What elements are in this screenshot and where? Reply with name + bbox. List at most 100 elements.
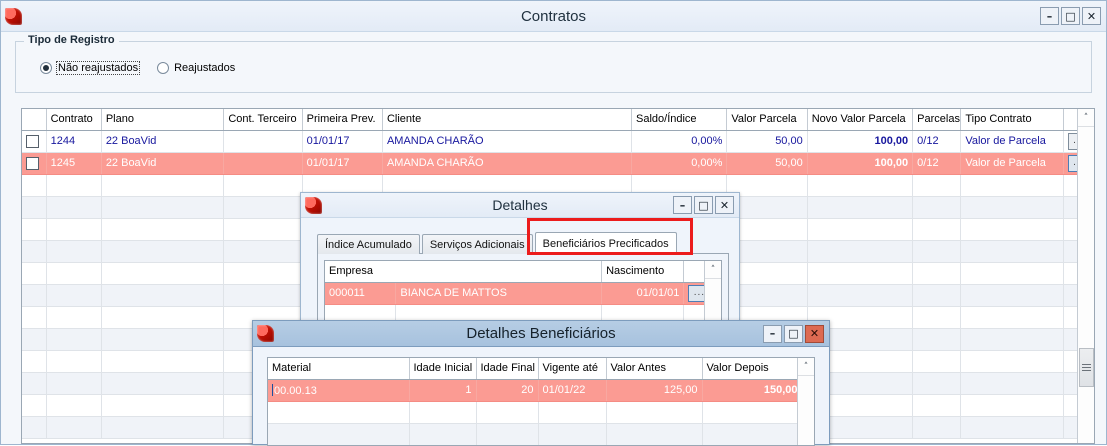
table-row-empty[interactable] xyxy=(268,401,814,424)
cell-empresa-codigo: 000011 xyxy=(325,282,397,305)
radio-label: Reajustados xyxy=(174,62,236,74)
minimize-button[interactable]: – xyxy=(673,196,692,214)
tab-indice-acumulado[interactable]: Índice Acumulado xyxy=(317,234,420,254)
table-header-row: Contrato Plano Cont. Terceiro Primeira P… xyxy=(22,109,1094,131)
maximize-button[interactable]: □ xyxy=(784,324,803,343)
cell-plano: 22 BoaVid xyxy=(101,152,225,175)
col-plano[interactable]: Plano xyxy=(101,109,225,131)
cell-contrato: 1245 xyxy=(46,152,102,175)
table-header-row: Material Idade Inicial Idade Final Vigen… xyxy=(268,358,814,380)
col-valor-antes[interactable]: Valor Antes xyxy=(606,358,703,380)
col-idade-inicial[interactable]: Idade Inicial xyxy=(409,358,477,380)
col-cliente[interactable]: Cliente xyxy=(382,109,633,131)
cell-valor-parcela: 50,00 xyxy=(726,152,808,175)
maximize-button[interactable]: □ xyxy=(694,196,713,214)
table-row[interactable]: 1244 22 BoaVid 01/01/17 AMANDA CHARÃO 0,… xyxy=(22,130,1094,153)
cell-plano: 22 BoaVid xyxy=(101,130,225,153)
col-valor-depois[interactable]: Valor Depois xyxy=(702,358,803,380)
text-cursor-icon xyxy=(272,383,273,396)
close-button[interactable]: ✕ xyxy=(1082,7,1101,25)
close-button[interactable]: ✕ xyxy=(715,196,734,214)
detalhes-beneficiarios-title: Detalhes Beneficiários xyxy=(466,325,616,342)
close-button[interactable]: ✕ xyxy=(805,324,824,343)
materiais-table-body: 00.00.13 1 20 01/01/22 125,00 150,00 xyxy=(268,379,814,445)
vertical-scrollbar[interactable]: ˄ xyxy=(1077,109,1094,443)
table-row-empty[interactable] xyxy=(22,174,1094,197)
cell-parcelas: 0/12 xyxy=(912,130,962,153)
vertical-scrollbar[interactable]: ˄ xyxy=(797,358,814,445)
cell-novo-valor-parcela: 100,00 xyxy=(807,130,914,153)
scroll-up-arrow-icon[interactable]: ˄ xyxy=(705,261,721,279)
cell-material[interactable]: 00.00.13 xyxy=(268,379,410,402)
detalhes-beneficiarios-window-controls: – □ ✕ xyxy=(763,324,829,343)
radio-label: Não reajustados xyxy=(55,61,141,75)
col-parcelas[interactable]: Parcelas xyxy=(912,109,962,131)
detalhes-beneficiarios-body: Material Idade Inicial Idade Final Vigen… xyxy=(253,347,829,446)
cell-valor-depois: 150,00 xyxy=(702,379,803,402)
cell-vigente-ate: 01/01/22 xyxy=(538,379,607,402)
cell-cont-terceiro xyxy=(223,152,303,175)
cell-novo-valor-parcela: 100,00 xyxy=(807,152,914,175)
row-checkbox-cell[interactable] xyxy=(22,130,47,153)
radio-dot-icon xyxy=(40,62,52,74)
main-titlebar: Contratos – □ ✕ xyxy=(1,1,1106,32)
detalhes-tabstrip: Índice Acumulado Serviços Adicionais Ben… xyxy=(317,232,729,254)
cell-valor-parcela: 50,00 xyxy=(726,130,808,153)
detalhes-beneficiarios-dialog: Detalhes Beneficiários – □ ✕ Material Id… xyxy=(252,320,830,446)
col-tipo-contrato[interactable]: Tipo Contrato xyxy=(960,109,1064,131)
minimize-button[interactable]: – xyxy=(763,324,782,343)
tab-servicos-adicionais[interactable]: Serviços Adicionais xyxy=(421,234,533,254)
radio-dot-icon xyxy=(157,62,170,74)
cell-empresa-nome: BIANCA DE MATTOS xyxy=(395,282,603,305)
page-title: Contratos xyxy=(520,7,587,25)
col-cont-terceiro[interactable]: Cont. Terceiro xyxy=(223,109,303,131)
scrollbar-thumb[interactable] xyxy=(1079,348,1094,387)
scrollbar-grip-icon xyxy=(1082,362,1091,373)
tab-beneficiarios-precificados[interactable]: Beneficiários Precificados xyxy=(534,232,677,254)
col-idade-final[interactable]: Idade Final xyxy=(476,358,539,380)
cell-primeira-prev: 01/01/17 xyxy=(302,130,383,153)
tipo-de-registro-groupbox: Tipo de Registro Não reajustados Reajust… xyxy=(15,34,1092,93)
col-novo-valor-parcela[interactable]: Novo Valor Parcela xyxy=(807,109,914,131)
detalhes-beneficiarios-titlebar: Detalhes Beneficiários – □ ✕ xyxy=(253,321,829,347)
radio-group: Não reajustados Reajustados xyxy=(40,61,235,75)
row-checkbox[interactable] xyxy=(26,134,39,148)
detalhes-titlebar: Detalhes – □ ✕ xyxy=(301,193,739,218)
cell-cliente: AMANDA CHARÃO xyxy=(382,130,633,153)
cell-nascimento: 01/01/01 xyxy=(601,282,685,305)
table-row[interactable]: 000011 BIANCA DE MATTOS 01/01/01 ... xyxy=(325,282,721,305)
detalhes-window-controls: – □ ✕ xyxy=(673,196,739,214)
cell-saldo-indice: 0,00% xyxy=(631,130,728,153)
col-valor-parcela[interactable]: Valor Parcela xyxy=(726,109,808,131)
scroll-up-arrow-icon[interactable]: ˄ xyxy=(798,358,814,376)
table-row-empty[interactable] xyxy=(268,423,814,445)
cell-cliente: AMANDA CHARÃO xyxy=(382,152,633,175)
col-empresa[interactable]: Empresa xyxy=(325,261,603,283)
materiais-table: Material Idade Inicial Idade Final Vigen… xyxy=(268,358,814,445)
maximize-button[interactable]: □ xyxy=(1061,7,1080,25)
cell-primeira-prev: 01/01/17 xyxy=(302,152,383,175)
col-material[interactable]: Material xyxy=(268,358,410,380)
table-row[interactable]: 00.00.13 1 20 01/01/22 125,00 150,00 xyxy=(268,379,814,402)
radio-nao-reajustados[interactable]: Não reajustados xyxy=(40,61,141,75)
table-row[interactable]: 1245 22 BoaVid 01/01/17 AMANDA CHARÃO 0,… xyxy=(22,152,1094,175)
row-checkbox-cell[interactable] xyxy=(22,152,47,175)
minimize-button[interactable]: – xyxy=(1040,7,1059,25)
col-nascimento[interactable]: Nascimento xyxy=(601,261,685,283)
col-vigente-ate[interactable]: Vigente até xyxy=(538,358,607,380)
col-select[interactable] xyxy=(22,109,47,131)
scroll-up-arrow-icon[interactable]: ˄ xyxy=(1078,109,1094,127)
cell-cont-terceiro xyxy=(223,130,303,153)
application-icon xyxy=(257,325,274,342)
col-saldo-indice[interactable]: Saldo/Índice xyxy=(631,109,728,131)
groupbox-title: Tipo de Registro xyxy=(24,34,119,46)
cell-tipo-contrato: Valor de Parcela xyxy=(960,152,1064,175)
cell-valor-antes: 125,00 xyxy=(606,379,703,402)
table-header-row: Empresa Nascimento xyxy=(325,261,721,283)
cell-tipo-contrato: Valor de Parcela xyxy=(960,130,1064,153)
row-checkbox[interactable] xyxy=(26,156,39,170)
radio-reajustados[interactable]: Reajustados xyxy=(157,62,235,74)
cell-contrato: 1244 xyxy=(46,130,102,153)
col-primeira-prev[interactable]: Primeira Prev. xyxy=(302,109,383,131)
col-contrato[interactable]: Contrato xyxy=(46,109,102,131)
